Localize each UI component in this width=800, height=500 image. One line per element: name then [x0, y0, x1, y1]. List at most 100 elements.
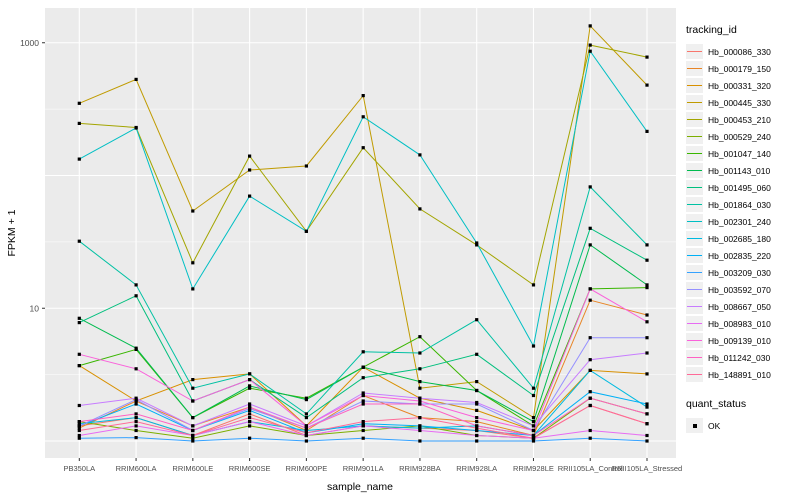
data-point [77, 364, 81, 368]
data-point [531, 393, 536, 398]
data-point [418, 439, 422, 443]
quant-status-legend: quant_status OK [686, 398, 798, 434]
data-point [248, 416, 252, 420]
data-point [134, 126, 138, 130]
data-point [645, 313, 649, 317]
x-tick-label: RRIM928LA [456, 464, 497, 473]
data-point [191, 436, 195, 440]
data-point [418, 396, 422, 400]
data-point [134, 77, 138, 81]
data-point [77, 157, 81, 161]
data-point [475, 241, 479, 245]
data-point [475, 318, 479, 322]
data-point [191, 287, 195, 291]
data-point [248, 372, 252, 376]
data-point [645, 405, 649, 409]
data-point [134, 420, 138, 424]
data-point [77, 420, 81, 424]
data-point [77, 121, 81, 125]
data-point [361, 422, 365, 426]
data-point [645, 412, 649, 416]
line-swatch-icon [686, 180, 703, 195]
data-point [588, 358, 592, 362]
data-point [531, 283, 536, 287]
tracking-id-legend: tracking_id Hb_000086_330 Hb_000179_150 Hb… [686, 24, 798, 383]
legend-item-label: Hb_008667_050 [708, 301, 771, 312]
legend-item-label: Hb_003592_070 [708, 284, 771, 295]
data-point [418, 367, 422, 371]
data-point [361, 391, 365, 395]
data-point [588, 185, 592, 189]
line-swatch-icon [686, 44, 703, 59]
data-point [588, 298, 592, 302]
data-point [361, 365, 365, 369]
legend-item-Hb_008667_050: Hb_008667_050 [686, 298, 798, 315]
x-tick-label: RRIM928BA [399, 464, 441, 473]
legend-item-label: Hb_008983_010 [708, 318, 771, 329]
legend-title: tracking_id [686, 24, 737, 36]
line-swatch-icon [686, 112, 703, 127]
y-tick-label: 10 [30, 303, 40, 313]
legend-item-label: OK [708, 420, 721, 431]
data-point [475, 408, 479, 412]
data-point [134, 294, 138, 298]
data-point [191, 428, 195, 433]
data-point [134, 396, 138, 400]
legend-item-label: Hb_009139_010 [708, 335, 771, 346]
legend-item-Hb_002301_240: Hb_002301_240 [686, 213, 798, 230]
data-point [418, 426, 422, 430]
data-point [361, 399, 365, 403]
data-point [304, 412, 308, 416]
data-point [531, 439, 536, 443]
data-point [134, 367, 138, 371]
data-point [304, 431, 308, 435]
data-point [361, 146, 365, 150]
data-point [77, 433, 81, 438]
data-point [475, 243, 479, 247]
data-point [248, 378, 252, 382]
x-tick-label: RRIM600SE [229, 464, 271, 473]
data-point [248, 436, 252, 440]
legend-item-Hb_000331_320: Hb_000331_320 [686, 77, 798, 94]
data-point [418, 424, 422, 428]
data-point [304, 426, 308, 430]
legend-item-label: Hb_000445_330 [708, 97, 771, 108]
data-point [77, 316, 81, 320]
data-point [531, 433, 536, 438]
legend-item-Hb_001047_140: Hb_001047_140 [686, 145, 798, 162]
data-point [134, 412, 138, 416]
data-point [588, 396, 592, 400]
data-point [191, 209, 195, 213]
data-point [134, 416, 138, 420]
data-point [134, 428, 138, 433]
line-swatch-icon [686, 78, 703, 93]
data-point [418, 153, 422, 157]
data-point [134, 424, 138, 428]
legend-item-Hb_002685_180: Hb_002685_180 [686, 230, 798, 247]
data-point [304, 416, 308, 420]
data-point [645, 402, 649, 406]
line-swatch-icon [686, 299, 703, 314]
data-point [531, 420, 536, 424]
data-point [475, 388, 479, 393]
data-point [77, 403, 81, 408]
line-swatch-icon [686, 163, 703, 178]
data-point [77, 436, 81, 440]
data-point [475, 400, 479, 405]
data-point [475, 424, 479, 428]
line-swatch-icon [686, 282, 703, 297]
line-swatch-icon [686, 316, 703, 331]
data-point [588, 49, 592, 53]
data-point [588, 43, 592, 47]
data-point [191, 261, 195, 265]
legend-item-label: Hb_001047_140 [708, 148, 771, 159]
data-point [248, 408, 252, 412]
data-point [531, 436, 536, 440]
data-point [191, 439, 195, 443]
data-point [418, 402, 422, 406]
data-point [418, 335, 422, 339]
data-point [304, 229, 308, 233]
x-tick-label: RRIM600PE [286, 464, 328, 473]
data-point [645, 286, 649, 290]
